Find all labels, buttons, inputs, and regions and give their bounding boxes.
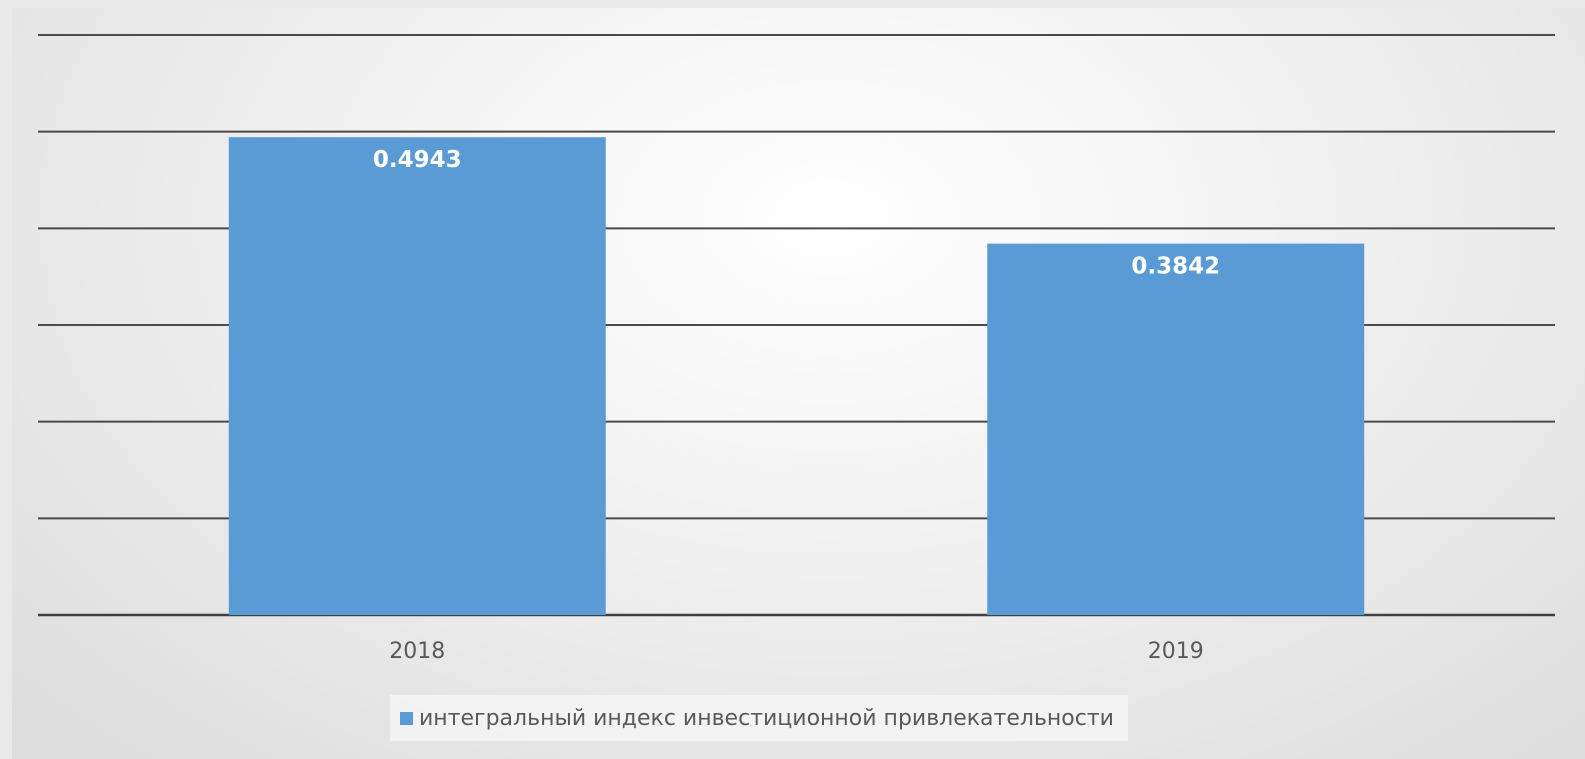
bar-2019 [987, 243, 1365, 615]
data-label-2019: 0.3842 [1131, 254, 1220, 280]
legend: интегральный индекс инвестиционной привл… [390, 695, 1128, 741]
legend-swatch [400, 711, 413, 725]
x-tick-label-2019: 2019 [1148, 639, 1204, 664]
x-tick-label-2018: 2018 [389, 639, 445, 664]
data-label-2018: 0.4943 [373, 147, 462, 173]
legend-label: интегральный индекс инвестиционной привл… [419, 705, 1114, 731]
bar-2018 [228, 137, 606, 615]
